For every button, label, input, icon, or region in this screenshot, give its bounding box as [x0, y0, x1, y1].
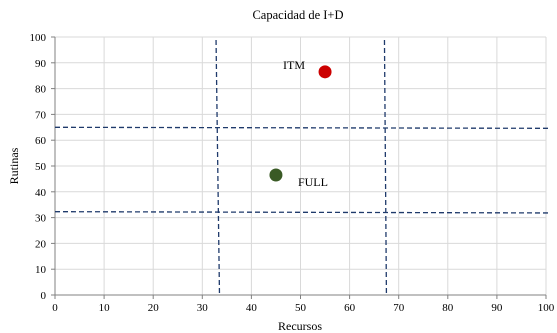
- point-itm: [318, 65, 332, 79]
- x-tick-label-20: 20: [148, 302, 160, 314]
- reference-lines: [54, 39, 551, 296]
- y-tick-label-90: 90: [35, 58, 47, 70]
- y-tick-label-30: 30: [35, 213, 47, 225]
- y-axis-label: Rutinas: [7, 147, 21, 184]
- chart-title: Capacidad de I+D: [252, 8, 343, 22]
- data-points: ITM FULL: [269, 58, 332, 189]
- x-tick-label-0: 0: [52, 302, 58, 314]
- point-full: [269, 168, 283, 182]
- grid-lines: [55, 36, 547, 295]
- y-tick-labels: 0 10 20 30 40 50 60 70 80 90 100: [30, 32, 47, 302]
- x-tick-labels: 0 10 20 30 40 50 60 70 80 90 100: [52, 302, 555, 314]
- x-tick-label-70: 70: [393, 302, 405, 314]
- x-tick-label-90: 90: [491, 302, 503, 314]
- x-axis-label: Recursos: [278, 319, 322, 333]
- y-tick-label-80: 80: [35, 84, 47, 96]
- axes: [51, 36, 547, 299]
- x-tick-label-100: 100: [538, 302, 555, 314]
- y-tick-label-100: 100: [30, 32, 47, 44]
- x-tick-label-30: 30: [197, 302, 209, 314]
- x-tick-label-10: 10: [99, 302, 111, 314]
- y-tick-label-0: 0: [41, 290, 47, 302]
- horizontal-reference-line-2: [54, 211, 551, 214]
- x-tick-label-50: 50: [295, 302, 307, 314]
- y-tick-label-70: 70: [35, 109, 47, 121]
- x-tick-label-80: 80: [442, 302, 454, 314]
- vertical-reference-line-2: [383, 39, 388, 296]
- horizontal-reference-line-1: [54, 126, 551, 129]
- x-tick-label-60: 60: [344, 302, 356, 314]
- y-tick-label-60: 60: [35, 135, 47, 147]
- vertical-reference-line-1: [215, 39, 221, 296]
- y-tick-label-10: 10: [35, 264, 47, 276]
- point-label-itm: ITM: [283, 58, 305, 72]
- y-tick-label-50: 50: [35, 161, 47, 173]
- y-tick-label-40: 40: [35, 187, 47, 199]
- x-tick-label-40: 40: [246, 302, 258, 314]
- y-tick-label-20: 20: [35, 238, 47, 250]
- point-label-full: FULL: [298, 175, 328, 189]
